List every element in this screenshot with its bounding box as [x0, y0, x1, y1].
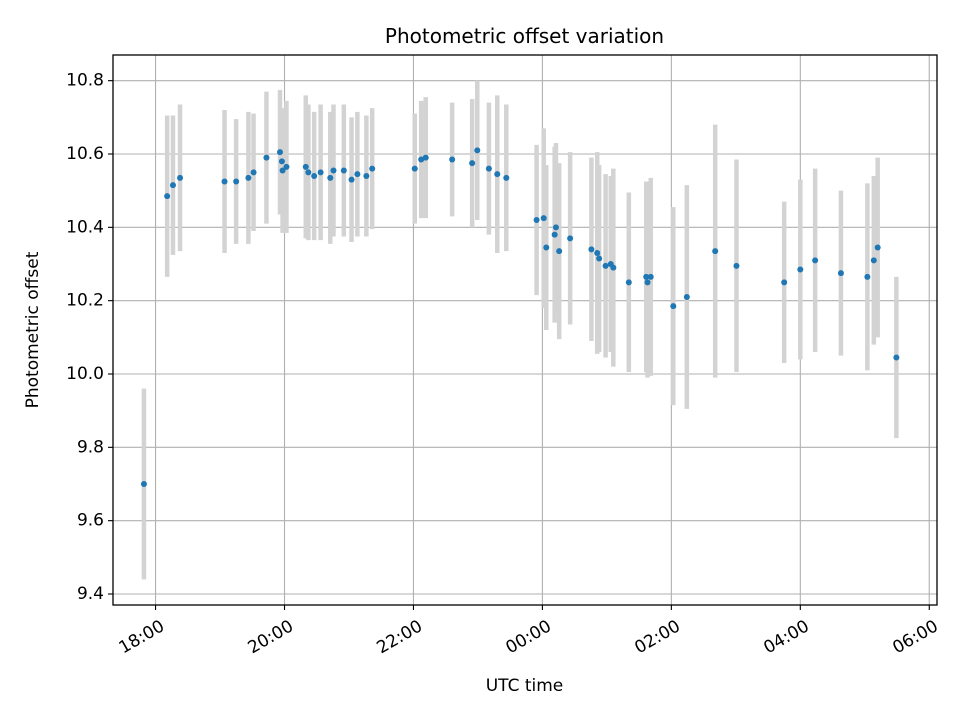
data-point [369, 165, 376, 172]
data-point [567, 235, 574, 242]
data-point [594, 250, 601, 256]
data-point [647, 273, 654, 280]
data-point [874, 244, 881, 251]
y-axis-ticks: 9.4 9.6 9.8 10.0 10.2 10.4 10.6 10.8 [66, 71, 113, 604]
data-point [781, 279, 788, 286]
data-point [279, 167, 286, 174]
data-point [602, 262, 609, 269]
data-points [140, 147, 900, 487]
data-point [610, 264, 617, 271]
data-point [221, 178, 228, 185]
data-point [245, 174, 252, 181]
data-point [263, 154, 270, 161]
data-point [278, 158, 285, 165]
data-point [317, 169, 324, 176]
data-point [683, 294, 690, 300]
plot-area-frame [112, 54, 938, 606]
y-tick-label: 10.6 [66, 144, 104, 164]
data-point [552, 224, 559, 231]
data-point [494, 171, 501, 178]
chart-title: Photometric offset variation [385, 24, 664, 48]
data-point [551, 231, 558, 238]
data-point [533, 217, 540, 223]
y-tick-label: 9.4 [77, 584, 104, 604]
data-point [177, 174, 184, 181]
data-point [330, 167, 337, 174]
data-point [733, 262, 740, 269]
data-point [305, 169, 312, 176]
data-point [327, 174, 334, 181]
data-point [354, 171, 361, 178]
y-tick-label: 10.2 [66, 291, 104, 311]
data-point [422, 154, 429, 161]
data-point [276, 149, 283, 156]
data-point [864, 273, 871, 280]
data-point [596, 255, 603, 262]
data-point [363, 173, 370, 179]
data-point [233, 178, 240, 185]
data-point [169, 182, 176, 189]
data-point [449, 156, 456, 163]
data-point [469, 160, 476, 167]
y-axis-title: Photometric offset [23, 251, 43, 408]
data-point [503, 174, 510, 181]
data-point [348, 176, 355, 183]
data-point [837, 270, 844, 277]
data-point [340, 167, 347, 174]
data-point [556, 248, 563, 255]
data-point [302, 163, 309, 170]
data-point [588, 246, 595, 253]
data-point [893, 354, 900, 361]
data-point [797, 266, 804, 273]
data-point [140, 481, 147, 487]
data-point [543, 244, 550, 251]
data-point [311, 173, 318, 179]
data-point [411, 165, 418, 172]
x-axis-title: UTC time [486, 676, 564, 696]
data-point [283, 163, 290, 170]
data-point [250, 169, 257, 176]
y-tick-label: 9.8 [77, 437, 104, 457]
data-point [625, 279, 632, 286]
y-tick-label: 10.0 [66, 364, 104, 384]
data-point [670, 303, 677, 310]
data-point [164, 193, 171, 200]
data-point [870, 257, 877, 264]
data-point [643, 273, 650, 280]
y-tick-label: 10.8 [66, 71, 104, 91]
data-point [540, 215, 547, 222]
y-tick-label: 9.6 [77, 511, 104, 531]
y-tick-label: 10.4 [66, 217, 104, 237]
data-point [644, 279, 651, 286]
data-point [712, 248, 719, 255]
data-point [485, 165, 492, 172]
data-point [418, 156, 425, 163]
data-point [474, 147, 481, 154]
data-point [812, 257, 819, 264]
